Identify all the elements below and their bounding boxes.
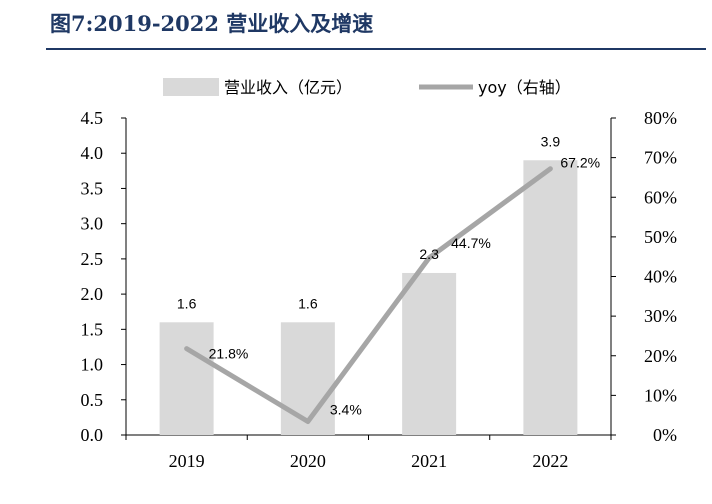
bar <box>159 322 214 435</box>
bar <box>280 322 335 435</box>
right-tick-label: 40% <box>644 267 677 287</box>
bar-data-label: 2.3 <box>419 246 439 262</box>
figure-number: 图7: <box>50 11 94 36</box>
left-tick-label: 3.0 <box>81 214 104 234</box>
x-tick-label: 2021 <box>411 451 447 471</box>
bar-data-label: 3.9 <box>541 133 561 149</box>
right-tick-label: 80% <box>644 108 677 128</box>
right-tick-label: 50% <box>644 227 677 247</box>
right-tick-label: 10% <box>644 385 677 405</box>
left-tick-label: 2.0 <box>81 284 104 304</box>
bar <box>402 272 457 435</box>
legend-bar-swatch <box>163 78 219 96</box>
left-tick-label: 3.5 <box>81 178 104 198</box>
line-series <box>184 166 553 425</box>
bar-data-label: 1.6 <box>298 295 318 311</box>
yoy-data-label: 21.8% <box>209 346 249 362</box>
left-axis: 0.0 0.5 1.0 1.5 2.0 2.5 3.0 3.5 4.0 4.5 <box>81 108 127 445</box>
left-tick-label: 1.5 <box>81 319 104 339</box>
left-tick-label: 1.0 <box>81 355 104 375</box>
right-axis: 0% 10% 20% 30% 40% 50% 60% 70% 80% <box>610 108 677 445</box>
left-tick-label: 2.5 <box>81 249 104 269</box>
left-tick-label: 0.5 <box>81 390 104 410</box>
data-labels: 1.6 1.6 2.3 3.9 21.8% 3.4% 44.7% 67.2% <box>177 133 600 417</box>
bar <box>523 160 578 435</box>
yoy-data-label: 67.2% <box>560 155 600 171</box>
left-tick-label: 4.5 <box>81 108 104 128</box>
right-tick-label: 30% <box>644 306 677 326</box>
x-tick-label: 2022 <box>532 451 568 471</box>
left-tick-label: 4.0 <box>81 143 104 163</box>
legend-bar-label: 营业收入（亿元） <box>224 78 352 97</box>
right-tick-label: 0% <box>653 425 677 445</box>
yoy-data-label: 44.7% <box>451 235 491 251</box>
right-tick-label: 70% <box>644 148 677 168</box>
legend: 营业收入（亿元） yoy（右轴） <box>163 78 571 97</box>
bar-series <box>159 160 578 435</box>
figure-title: 图7:2019-2022 营业收入及增速 <box>50 6 373 42</box>
x-axis: 2019 2020 2021 2022 <box>125 434 612 471</box>
yoy-line <box>184 166 553 425</box>
x-tick-label: 2020 <box>290 451 326 471</box>
bar-data-label: 1.6 <box>177 295 197 311</box>
yoy-data-label: 3.4% <box>330 402 362 418</box>
legend-line-label: yoy（右轴） <box>478 78 571 97</box>
right-tick-label: 60% <box>644 187 677 207</box>
title-rule <box>46 48 706 50</box>
figure-title-text: 2019-2022 营业收入及增速 <box>93 11 374 36</box>
left-tick-label: 0.0 <box>81 425 104 445</box>
right-tick-label: 20% <box>644 346 677 366</box>
x-tick-label: 2019 <box>169 451 205 471</box>
